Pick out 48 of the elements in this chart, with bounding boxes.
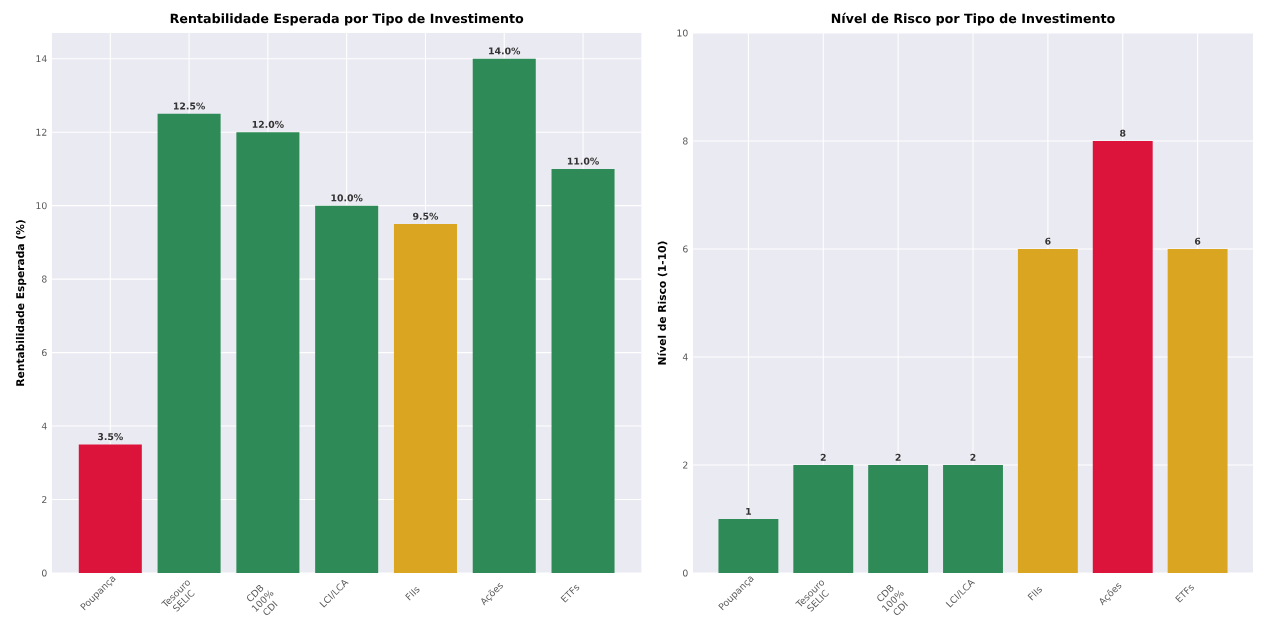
data-label: 8 [1120, 129, 1126, 137]
y-axis-title: Nível de Risco (1-10) [657, 241, 668, 365]
x-tick-label: FIIs [1027, 586, 1042, 601]
y-tick-label: 8 [682, 137, 688, 145]
bar [315, 205, 379, 573]
y-tick-label: 10 [36, 202, 47, 210]
bar [793, 465, 854, 573]
bar [236, 132, 300, 573]
data-label: 14.0% [489, 47, 521, 55]
data-label: 10.0% [331, 194, 363, 202]
bar [718, 519, 779, 573]
bar [943, 465, 1003, 573]
chart-title: Rentabilidade Esperada por Tipo de Investimento [170, 13, 524, 26]
data-label: 2 [820, 453, 826, 461]
data-label: 3.5% [97, 433, 123, 441]
data-label: 12.0% [252, 120, 284, 128]
bar [393, 224, 457, 573]
bar [551, 168, 615, 573]
y-tick-label: 12 [36, 128, 47, 136]
bar [868, 465, 929, 573]
bar [157, 113, 221, 573]
y-tick-label: 0 [682, 569, 688, 577]
data-label: 2 [895, 453, 901, 461]
data-label: 2 [970, 453, 976, 461]
data-label: 9.5% [413, 212, 439, 220]
bar [472, 58, 536, 573]
chart-title: Nível de Risco por Tipo de Investimento [831, 12, 1115, 26]
y-axis-title: Rentabilidade Esperada (%) [15, 220, 27, 386]
y-tick-label: 8 [41, 275, 47, 283]
data-label: 12.5% [173, 102, 205, 110]
bar [1167, 249, 1228, 573]
bar [1017, 249, 1078, 573]
y-tick-label: 4 [41, 422, 47, 430]
y-tick-label: 6 [42, 349, 47, 357]
y-tick-label: 4 [682, 353, 688, 361]
y-tick-label: 14 [36, 55, 47, 63]
data-label: 1 [746, 507, 752, 515]
y-tick-label: 6 [683, 245, 688, 253]
y-tick-label: 2 [683, 461, 688, 469]
bar [78, 444, 142, 573]
y-tick-label: 0 [41, 569, 47, 577]
data-label: 6 [1194, 237, 1201, 245]
y-tick-label: 10 [677, 29, 688, 37]
x-tick-label: FIIs [405, 586, 420, 601]
bar [1092, 141, 1153, 573]
data-label: 11.0% [567, 157, 599, 165]
data-label: 6 [1045, 237, 1051, 245]
y-tick-label: 2 [42, 496, 47, 503]
